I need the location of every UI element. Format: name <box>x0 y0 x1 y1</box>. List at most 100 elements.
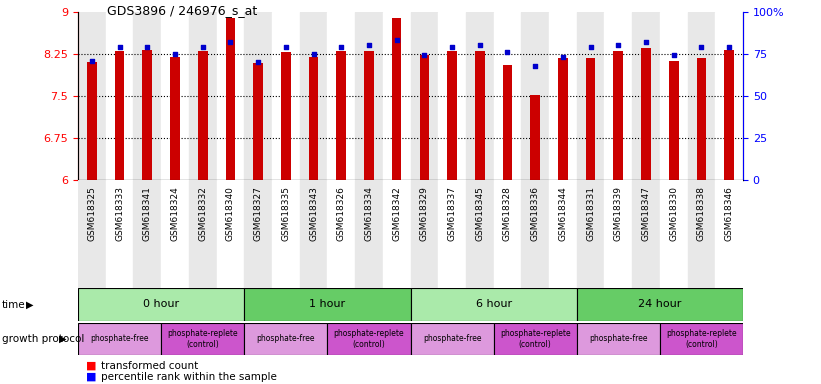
Bar <box>585 58 595 180</box>
Bar <box>447 51 457 180</box>
Bar <box>688 180 715 288</box>
Text: GSM618331: GSM618331 <box>586 186 595 241</box>
Bar <box>466 12 493 180</box>
Point <box>85 58 99 64</box>
Bar <box>337 51 346 180</box>
Text: GSM618325: GSM618325 <box>87 186 96 241</box>
Text: GSM618328: GSM618328 <box>503 186 512 241</box>
Text: ▶: ▶ <box>26 300 34 310</box>
Bar <box>493 180 521 288</box>
Bar <box>420 55 429 180</box>
Bar <box>410 288 576 321</box>
Point <box>279 44 292 50</box>
Text: GSM618332: GSM618332 <box>198 186 207 241</box>
Text: phosphate-replete
(control): phosphate-replete (control) <box>333 329 404 349</box>
Bar <box>272 180 300 288</box>
Point <box>196 44 209 50</box>
Bar <box>217 12 245 180</box>
Bar <box>521 180 549 288</box>
Text: GSM618342: GSM618342 <box>392 186 401 241</box>
Bar <box>245 12 272 180</box>
Text: 1 hour: 1 hour <box>310 299 346 310</box>
Text: GSM618324: GSM618324 <box>171 186 180 241</box>
Bar <box>142 50 152 180</box>
Bar <box>632 180 660 288</box>
Bar <box>161 180 189 288</box>
Point <box>418 52 431 58</box>
Text: GSM618338: GSM618338 <box>697 186 706 241</box>
Point <box>501 49 514 55</box>
Point <box>695 44 708 50</box>
Bar <box>364 51 374 180</box>
Bar <box>328 12 355 180</box>
Text: GSM618334: GSM618334 <box>365 186 374 241</box>
Bar <box>245 180 272 288</box>
Text: GSM618330: GSM618330 <box>669 186 678 241</box>
Point <box>390 37 403 43</box>
Bar <box>245 288 410 321</box>
Bar <box>613 51 623 180</box>
Bar <box>475 51 484 180</box>
Point <box>667 52 681 58</box>
Text: ■: ■ <box>86 372 97 382</box>
Bar <box>133 180 161 288</box>
Bar <box>170 56 180 180</box>
Point <box>640 39 653 45</box>
Bar <box>392 18 401 180</box>
Point <box>251 59 264 65</box>
Bar <box>253 63 263 180</box>
Text: GSM618335: GSM618335 <box>282 186 291 241</box>
Bar <box>328 323 410 355</box>
Bar <box>115 51 125 180</box>
Text: phosphate-free: phosphate-free <box>256 334 315 343</box>
Text: GSM618326: GSM618326 <box>337 186 346 241</box>
Text: GSM618347: GSM618347 <box>641 186 650 241</box>
Text: 24 hour: 24 hour <box>638 299 681 310</box>
Bar <box>466 180 493 288</box>
Point <box>473 42 486 48</box>
Bar <box>715 180 743 288</box>
Text: GSM618333: GSM618333 <box>115 186 124 241</box>
Bar <box>669 61 679 180</box>
Text: phosphate-replete
(control): phosphate-replete (control) <box>500 329 571 349</box>
Text: GSM618343: GSM618343 <box>309 186 318 241</box>
Text: phosphate-free: phosphate-free <box>589 334 648 343</box>
Text: time: time <box>2 300 25 310</box>
Text: ■: ■ <box>86 361 97 371</box>
Text: phosphate-free: phosphate-free <box>90 334 149 343</box>
Point <box>224 39 237 45</box>
Bar <box>410 323 493 355</box>
Bar <box>558 58 568 180</box>
Text: GSM618346: GSM618346 <box>725 186 734 241</box>
Bar <box>660 12 688 180</box>
Bar <box>641 48 651 180</box>
Point <box>557 54 570 60</box>
Bar <box>696 58 706 180</box>
Bar <box>87 62 97 180</box>
Bar <box>78 180 106 288</box>
Bar <box>576 288 743 321</box>
Text: 0 hour: 0 hour <box>143 299 179 310</box>
Bar <box>355 12 383 180</box>
Bar <box>226 18 236 180</box>
Text: phosphate-free: phosphate-free <box>423 334 481 343</box>
Bar <box>281 52 291 180</box>
Bar <box>688 12 715 180</box>
Text: 6 hour: 6 hour <box>475 299 511 310</box>
Bar <box>410 180 438 288</box>
Point <box>335 44 348 50</box>
Bar <box>133 12 161 180</box>
Bar <box>549 12 576 180</box>
Point <box>362 42 375 48</box>
Bar <box>198 51 208 180</box>
Bar <box>410 12 438 180</box>
Bar <box>493 323 576 355</box>
Bar <box>549 180 576 288</box>
Text: GSM618340: GSM618340 <box>226 186 235 241</box>
Bar <box>78 323 161 355</box>
Point <box>529 63 542 69</box>
Bar <box>715 12 743 180</box>
Point <box>307 51 320 57</box>
Text: GSM618339: GSM618339 <box>614 186 623 241</box>
Bar <box>300 180 328 288</box>
